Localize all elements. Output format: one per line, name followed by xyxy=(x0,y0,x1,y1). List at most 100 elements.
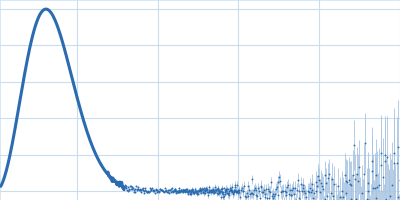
Point xyxy=(316,190,323,193)
Point xyxy=(189,189,196,192)
Point xyxy=(228,188,234,191)
Point xyxy=(302,191,308,195)
Point xyxy=(237,195,244,198)
Point xyxy=(232,183,238,186)
Point xyxy=(178,188,184,192)
Point xyxy=(364,181,371,184)
Point xyxy=(298,182,304,185)
Point xyxy=(206,188,212,192)
Point xyxy=(188,192,194,196)
Point xyxy=(187,192,193,195)
Point xyxy=(133,185,139,188)
Point xyxy=(172,188,178,192)
Point xyxy=(161,189,168,193)
Point xyxy=(328,191,334,194)
Point xyxy=(203,188,210,191)
Point xyxy=(171,188,178,191)
Point xyxy=(201,189,208,193)
Point xyxy=(192,191,199,194)
Point xyxy=(204,187,210,191)
Point xyxy=(190,191,196,194)
Point xyxy=(244,192,250,195)
Point xyxy=(193,190,199,193)
Point xyxy=(159,188,165,191)
Point xyxy=(181,188,187,191)
Point xyxy=(369,159,376,162)
Point xyxy=(296,196,303,200)
Point xyxy=(238,188,244,192)
Point xyxy=(206,186,213,189)
Point xyxy=(387,194,394,198)
Point xyxy=(308,188,315,191)
Point xyxy=(230,191,237,194)
Point xyxy=(293,199,299,200)
Point xyxy=(261,192,268,196)
Point xyxy=(225,191,232,195)
Point xyxy=(194,189,200,192)
Point xyxy=(179,189,185,193)
Point xyxy=(257,184,264,187)
Point xyxy=(201,187,208,190)
Point xyxy=(180,189,186,192)
Point xyxy=(148,189,154,192)
Point xyxy=(188,187,195,190)
Point xyxy=(223,188,229,191)
Point xyxy=(158,188,165,192)
Point xyxy=(130,186,136,190)
Point xyxy=(326,173,332,176)
Point xyxy=(151,189,158,193)
Point xyxy=(202,191,208,195)
Point xyxy=(226,190,233,193)
Point xyxy=(271,195,278,198)
Point xyxy=(273,187,279,190)
Point xyxy=(167,190,174,193)
Point xyxy=(164,191,171,194)
Point xyxy=(346,178,352,182)
Point xyxy=(174,190,181,193)
Point xyxy=(168,189,175,192)
Point xyxy=(251,188,257,191)
Point xyxy=(350,144,357,147)
Point xyxy=(240,190,246,193)
Point xyxy=(220,192,227,195)
Point xyxy=(214,188,220,191)
Point xyxy=(161,190,167,193)
Point xyxy=(316,178,322,182)
Point xyxy=(259,190,265,194)
Point xyxy=(315,174,321,177)
Point xyxy=(222,187,229,190)
Point xyxy=(195,190,201,193)
Point xyxy=(252,188,259,192)
Point xyxy=(209,189,215,192)
Point xyxy=(283,194,290,197)
Point xyxy=(176,190,183,193)
Point xyxy=(210,188,217,191)
Point xyxy=(200,188,206,191)
Point xyxy=(330,195,336,198)
Point xyxy=(170,190,176,193)
Point xyxy=(253,193,260,196)
Point xyxy=(133,187,140,191)
Point xyxy=(247,193,253,196)
Point xyxy=(128,187,134,191)
Point xyxy=(235,191,241,195)
Point xyxy=(195,190,202,193)
Point xyxy=(266,190,273,193)
Point xyxy=(214,189,221,192)
Point xyxy=(232,189,239,192)
Point xyxy=(183,190,189,193)
Point xyxy=(185,192,192,195)
Point xyxy=(174,189,180,192)
Point xyxy=(222,188,228,192)
Point xyxy=(130,188,137,192)
Point xyxy=(168,187,174,190)
Point xyxy=(347,183,354,186)
Point xyxy=(128,184,134,187)
Point xyxy=(166,191,172,195)
Point xyxy=(186,189,192,192)
Point xyxy=(126,187,132,190)
Point xyxy=(394,161,400,165)
Point xyxy=(223,189,230,192)
Point xyxy=(270,192,277,196)
Point xyxy=(156,187,163,191)
